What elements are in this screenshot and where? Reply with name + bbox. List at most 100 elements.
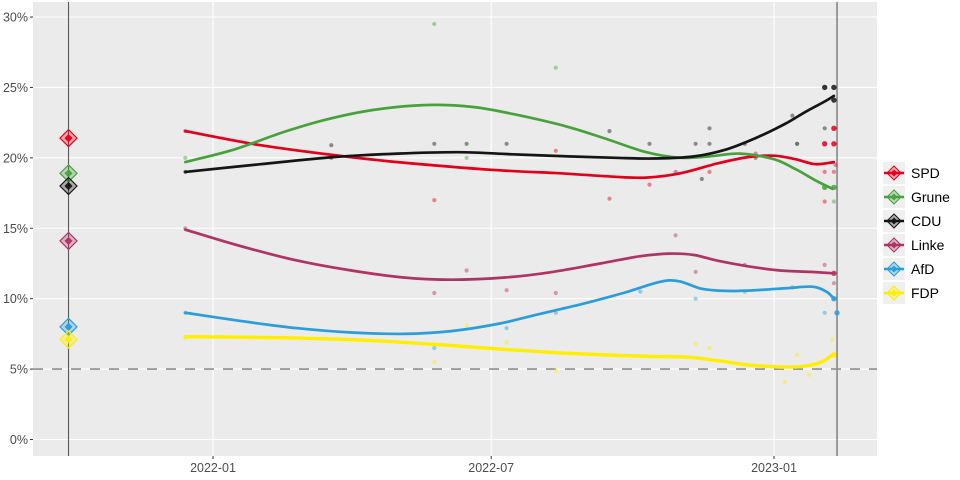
y-axis-label: 10% — [3, 292, 28, 306]
poll-dot — [831, 141, 837, 147]
poll-dot — [607, 129, 612, 134]
poll-dot — [553, 368, 558, 373]
spd-diamond-icon — [883, 162, 905, 184]
poll-dot — [707, 141, 712, 146]
poll-dot — [432, 359, 437, 365]
legend-item-spd: SPD — [883, 162, 950, 184]
poll-dot — [795, 141, 800, 146]
result-diamond-afd — [59, 317, 78, 337]
result-diamond-linke — [59, 231, 78, 251]
poll-dot — [432, 345, 437, 351]
poll-dot — [822, 262, 827, 267]
legend-item-afd: AfD — [883, 258, 950, 280]
poll-dot — [699, 176, 704, 182]
poll-dot — [504, 288, 509, 293]
poll-dot — [822, 310, 827, 315]
axes: 30% 25% 20% 15% 10% 5% 0% 2022-01 2022-07 2023-01 — [3, 11, 797, 475]
legend-label: CDU — [911, 213, 942, 229]
trend-line-afd — [183, 279, 836, 336]
poll-dot — [707, 345, 712, 351]
poll-dot — [833, 162, 838, 167]
result-diamond-cdu — [59, 176, 78, 196]
poll-dot — [638, 289, 643, 294]
poll-dot — [795, 141, 800, 146]
poll-dots-linke — [183, 226, 837, 296]
legend-item-grune: Grune — [883, 186, 950, 208]
poll-dot — [464, 155, 469, 160]
legend-label: Grune — [911, 189, 950, 205]
linke-diamond-icon — [883, 234, 905, 256]
poll-dots-cdu — [183, 84, 837, 182]
poll-dot — [822, 141, 828, 147]
x-axis-label: 2022-07 — [468, 461, 514, 475]
poll-dot — [464, 141, 469, 146]
poll-dot — [830, 337, 835, 342]
poll-dot — [831, 199, 837, 204]
afd-diamond-icon — [883, 258, 905, 280]
x-axis-label: 2022-01 — [190, 461, 236, 475]
poll-dot — [834, 310, 840, 316]
result-diamond-fdp — [59, 330, 78, 349]
grune-diamond-icon — [883, 186, 905, 208]
legend-label: Linke — [911, 237, 945, 253]
trend-line-grune — [183, 103, 834, 191]
cdu-diamond-icon — [883, 210, 905, 232]
poll-dot — [553, 148, 558, 153]
poll-dot — [432, 141, 437, 146]
trend-line-cdu — [183, 94, 836, 174]
y-axis-label: 5% — [10, 363, 28, 377]
poll-dot — [329, 143, 334, 148]
poll-dot — [782, 379, 787, 384]
legend-label: AfD — [911, 261, 935, 277]
poll-dot — [183, 155, 188, 160]
y-axis-label: 20% — [3, 151, 28, 165]
poll-dot — [822, 84, 828, 91]
poll-dot — [822, 199, 827, 204]
poll-dot — [831, 169, 837, 174]
result-diamond-spd — [59, 128, 78, 148]
poll-dot — [553, 65, 558, 70]
legend-label: SPD — [911, 165, 940, 181]
legend-label: FDP — [911, 285, 939, 301]
poll-dot — [432, 198, 437, 203]
plot-panel — [33, 2, 877, 456]
poll-dot — [504, 340, 509, 345]
poll-dot — [464, 268, 469, 273]
poll-dot — [707, 126, 712, 131]
poll-dot — [432, 290, 437, 296]
poll-dot — [693, 141, 698, 146]
poll-dot — [464, 323, 469, 328]
trend-line-linke — [183, 228, 836, 282]
poll-dot — [673, 233, 678, 238]
poll-dot — [504, 141, 509, 146]
poll-dot — [504, 326, 509, 331]
poll-dot — [647, 141, 652, 146]
data-layer — [59, 21, 840, 384]
legend-item-linke: Linke — [883, 234, 950, 256]
legend-item-fdp: FDP — [883, 282, 950, 304]
y-axis-label: 0% — [10, 433, 28, 447]
poll-dot — [831, 281, 837, 286]
poll-dot — [831, 84, 837, 91]
trend-line-fdp — [183, 334, 836, 369]
poll-dot — [707, 169, 712, 174]
poll-dot — [822, 169, 827, 174]
poll-dot — [607, 196, 612, 201]
x-axis-label: 2023-01 — [751, 461, 797, 475]
poll-dot — [831, 125, 837, 131]
y-axis-label: 30% — [3, 11, 28, 25]
legend-item-cdu: CDU — [883, 210, 950, 232]
y-axis-label: 25% — [3, 81, 28, 95]
chart-legend: SPD Grune CDU Linke AfD FDP — [883, 162, 950, 304]
fdp-diamond-icon — [883, 282, 905, 304]
poll-dot — [432, 21, 437, 27]
result-diamond-grune — [59, 163, 78, 183]
poll-dot — [693, 341, 698, 346]
poll-dots-grune — [183, 21, 837, 204]
poll-dot — [795, 352, 800, 358]
poll-dot — [831, 97, 837, 103]
poll-dot — [822, 126, 827, 131]
poll-dot — [790, 113, 795, 118]
